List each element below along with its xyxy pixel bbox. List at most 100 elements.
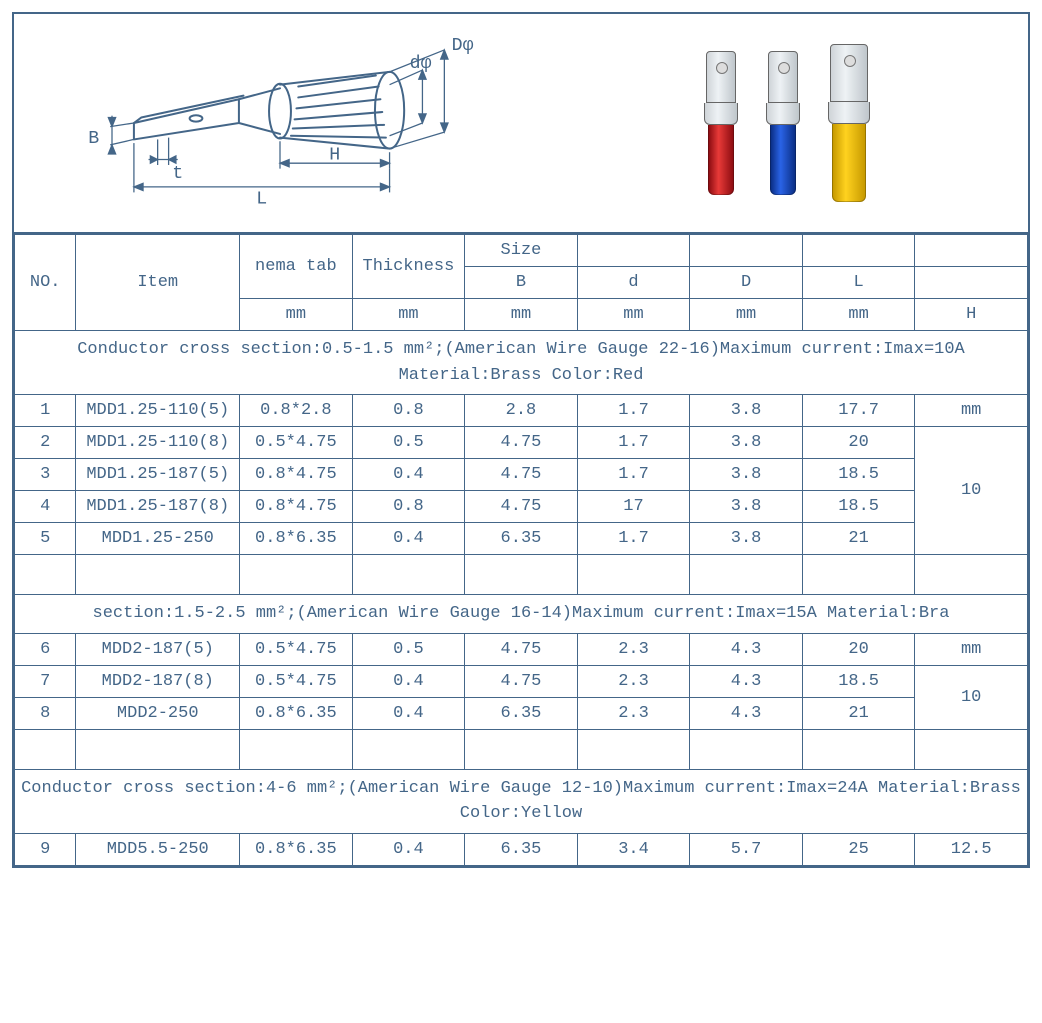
cell-B: 2.8 (465, 395, 578, 427)
col-B: B (465, 267, 578, 299)
section-note-1: section:1.5-2.5 mm²;(American Wire Gauge… (15, 595, 1028, 634)
col-item: Item (76, 235, 240, 331)
col-no: NO. (15, 235, 76, 331)
section-note: Conductor cross section:4-6 mm²;(America… (15, 769, 1028, 833)
cell-thickness: 0.4 (352, 697, 465, 729)
cell-D: 5.7 (690, 833, 803, 865)
cell-L: 18.5 (802, 459, 915, 491)
data-row: 2MDD1.25-110(8)0.5*4.750.54.751.73.82010 (15, 427, 1028, 459)
cell-d: 1.7 (577, 395, 690, 427)
cell-d: 1.7 (577, 427, 690, 459)
cell-item: MDD2-187(8) (76, 665, 240, 697)
cell-L: 18.5 (802, 665, 915, 697)
cell-nema: 0.5*4.75 (240, 665, 353, 697)
cell-item: MDD5.5-250 (76, 833, 240, 865)
cell-thickness: 0.4 (352, 833, 465, 865)
dim-label-L: L (256, 189, 267, 209)
cell-D: 3.8 (690, 459, 803, 491)
cell-d: 2.3 (577, 633, 690, 665)
cell-B: 4.75 (465, 665, 578, 697)
col-d: d (577, 267, 690, 299)
cell-D: 4.3 (690, 633, 803, 665)
cell-H: 10 (915, 665, 1028, 729)
cell-nema: 0.8*4.75 (240, 491, 353, 523)
section-note: Conductor cross section:0.5-1.5 mm²;(Ame… (15, 331, 1028, 395)
header-row-1: NO.Itemnema tabThicknessSize (15, 235, 1028, 267)
cell-B: 6.35 (465, 833, 578, 865)
cell-L: 20 (802, 633, 915, 665)
cell-no: 3 (15, 459, 76, 491)
cell-d: 2.3 (577, 697, 690, 729)
cell-d: 1.7 (577, 523, 690, 555)
cell-D: 3.8 (690, 427, 803, 459)
cell-B: 4.75 (465, 491, 578, 523)
col-L: L (802, 267, 915, 299)
data-row: 9MDD5.5-2500.8*6.350.46.353.45.72512.5 (15, 833, 1028, 865)
cell-H: mm (915, 395, 1028, 427)
data-row: 4MDD1.25-187(8)0.8*4.750.84.75173.818.5 (15, 491, 1028, 523)
cell-thickness: 0.5 (352, 427, 465, 459)
cell-no: 7 (15, 665, 76, 697)
col-D: D (690, 267, 803, 299)
section-note: section:1.5-2.5 mm²;(American Wire Gauge… (15, 595, 1028, 634)
terminal-yellow (828, 44, 870, 202)
data-row: 6MDD2-187(5)0.5*4.750.54.752.34.320mm (15, 633, 1028, 665)
spec-table: NO.Itemnema tabThicknessSizeBdDLmmmmmmmm… (14, 234, 1028, 866)
cell-item: MDD1.25-110(5) (76, 395, 240, 427)
col-H: H (915, 299, 1028, 331)
dim-label-B: B (88, 129, 99, 149)
cell-item: MDD1.25-187(8) (76, 491, 240, 523)
cell-item: MDD1.25-110(8) (76, 427, 240, 459)
cell-B: 4.75 (465, 633, 578, 665)
cell-thickness: 0.8 (352, 395, 465, 427)
cell-nema: 0.8*4.75 (240, 459, 353, 491)
cell-item: MDD2-187(5) (76, 633, 240, 665)
figure-row: Dφ dφ H L B t (14, 14, 1028, 234)
cell-B: 6.35 (465, 523, 578, 555)
cell-nema: 0.8*6.35 (240, 833, 353, 865)
col-size: Size (465, 235, 578, 267)
cell-no: 6 (15, 633, 76, 665)
cell-no: 8 (15, 697, 76, 729)
cell-item: MDD2-250 (76, 697, 240, 729)
cell-H: 12.5 (915, 833, 1028, 865)
data-row: 1MDD1.25-110(5)0.8*2.80.82.81.73.817.7mm (15, 395, 1028, 427)
data-row: 7MDD2-187(8)0.5*4.750.44.752.34.318.510 (15, 665, 1028, 697)
data-row: 3MDD1.25-187(5)0.8*4.750.44.751.73.818.5 (15, 459, 1028, 491)
cell-thickness: 0.4 (352, 523, 465, 555)
cell-no: 2 (15, 427, 76, 459)
col-nema: nema tab (240, 235, 353, 299)
section-note-2: Conductor cross section:4-6 mm²;(America… (15, 769, 1028, 833)
cell-L: 21 (802, 697, 915, 729)
dim-label-d: dφ (409, 54, 431, 74)
cell-d: 3.4 (577, 833, 690, 865)
cell-no: 5 (15, 523, 76, 555)
data-row: 5MDD1.25-2500.8*6.350.46.351.73.821 (15, 523, 1028, 555)
cell-item: MDD1.25-187(5) (76, 459, 240, 491)
cell-L: 17.7 (802, 395, 915, 427)
cell-thickness: 0.8 (352, 491, 465, 523)
cell-nema: 0.5*4.75 (240, 427, 353, 459)
cell-B: 4.75 (465, 459, 578, 491)
cell-L: 25 (802, 833, 915, 865)
data-row: 8MDD2-2500.8*6.350.46.352.34.321 (15, 697, 1028, 729)
terminal-blue (766, 51, 800, 195)
cell-thickness: 0.4 (352, 665, 465, 697)
dimension-diagram: Dφ dφ H L B t (14, 14, 545, 232)
cell-d: 1.7 (577, 459, 690, 491)
cell-B: 4.75 (465, 427, 578, 459)
cell-nema: 0.8*6.35 (240, 523, 353, 555)
dim-label-D: Dφ (451, 36, 473, 56)
cell-no: 1 (15, 395, 76, 427)
cell-L: 20 (802, 427, 915, 459)
spacer-row (15, 555, 1028, 595)
cell-D: 3.8 (690, 491, 803, 523)
cell-D: 4.3 (690, 697, 803, 729)
cell-H: mm (915, 633, 1028, 665)
cell-D: 4.3 (690, 665, 803, 697)
dim-label-t: t (172, 164, 183, 184)
terminal-dimension-svg: Dφ dφ H L B t (70, 28, 490, 218)
cell-D: 3.8 (690, 523, 803, 555)
cell-no: 9 (15, 833, 76, 865)
cell-L: 18.5 (802, 491, 915, 523)
